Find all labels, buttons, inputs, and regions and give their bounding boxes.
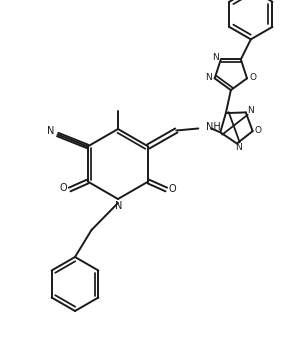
Text: O: O: [250, 73, 257, 82]
Text: N: N: [248, 106, 254, 115]
Text: O: O: [60, 183, 68, 194]
Text: N: N: [47, 126, 54, 135]
Text: O: O: [168, 183, 176, 194]
Text: N: N: [235, 143, 242, 152]
Text: O: O: [254, 126, 261, 135]
Text: N: N: [115, 201, 123, 211]
Text: NH: NH: [206, 121, 221, 131]
Text: N: N: [212, 53, 219, 62]
Text: N: N: [205, 73, 212, 82]
